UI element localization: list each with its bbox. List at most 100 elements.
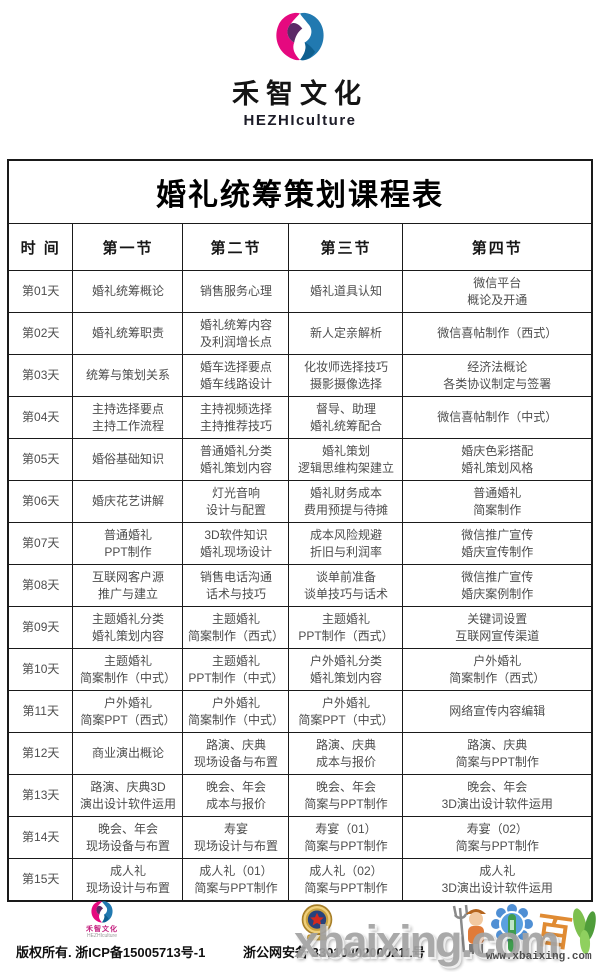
- col-header-time: 时 间: [7, 223, 74, 271]
- course-cell: 寿宴（02） 简案与PPT制作: [402, 816, 593, 859]
- course-cell: 路演、庆典 现场设备与布置: [182, 732, 290, 775]
- course-cell: 户外婚礼 简案制作（西式）: [402, 648, 593, 691]
- day-cell: 第06天: [7, 480, 74, 523]
- course-cell: 婚车选择要点 婚车线路设计: [182, 354, 290, 397]
- farmer-mascot-icon: [466, 909, 486, 954]
- course-table-body: 第01天 婚礼统筹概论 销售服务心理 婚礼道具认知 微信平台 概论及开通 第02天 婚礼统筹…: [7, 270, 593, 902]
- footer-brand-name: 禾智文化: [86, 926, 118, 933]
- course-cell: 户外婚礼 简案PPT（西式）: [72, 690, 184, 733]
- course-cell: 商业演出概论: [72, 732, 184, 775]
- day-cell: 第10天: [7, 648, 74, 691]
- police-badge-icon: [301, 904, 333, 941]
- course-cell: 主题婚礼 PPT制作（西式）: [288, 606, 404, 649]
- table-row: 第01天 婚礼统筹概论 销售服务心理 婚礼道具认知 微信平台 概论及开通: [7, 270, 593, 313]
- course-cell: 晚会、年会 现场设备与布置: [72, 816, 184, 859]
- table-row: 第02天 婚礼统筹职责 婚礼统筹内容 及利润增长点 新人定亲解析 微信喜帖制作（西式）: [7, 312, 593, 355]
- course-cell: 主题婚礼分类 婚礼策划内容: [72, 606, 184, 649]
- course-cell: 户外婚礼 简案制作（中式）: [182, 690, 290, 733]
- course-cell: 销售服务心理: [182, 270, 290, 313]
- course-cell: 成本风险规避 折旧与利润率: [288, 522, 404, 565]
- course-cell: 主持视频选择 主持推荐技巧: [182, 396, 290, 439]
- course-cell: 主题婚礼 简案制作（西式）: [182, 606, 290, 649]
- xbaixing-url-text: www.xbaixing.com: [486, 951, 592, 963]
- col-header-session-2: 第二节: [182, 223, 290, 271]
- table-row: 第09天 主题婚礼分类 婚礼策划内容 主题婚礼 简案制作（西式） 主题婚礼 PPT制作…: [7, 606, 593, 649]
- course-cell: 主题婚礼 PPT制作（中式）: [182, 648, 290, 691]
- course-cell: 关键词设置 互联网宣传渠道: [402, 606, 593, 649]
- day-cell: 第13天: [7, 774, 74, 817]
- day-cell: 第01天: [7, 270, 74, 313]
- course-cell: 户外婚礼 简案PPT（中式）: [288, 690, 404, 733]
- course-cell: 微信推广宣传 婚庆案例制作: [402, 564, 593, 607]
- course-cell: 晚会、年会 简案与PPT制作: [288, 774, 404, 817]
- brand-name: 禾智文化: [232, 79, 368, 109]
- table-row: 第14天 晚会、年会 现场设备与布置 寿宴 现场设计与布置 寿宴（01） 简案与PPT…: [7, 816, 593, 859]
- table-row: 第08天 互联网客户源 推广与建立 销售电话沟通 话术与技巧 谈单前准备 谈单技巧与话…: [7, 564, 593, 607]
- course-cell: 路演、庆典3D 演出设计软件运用: [72, 774, 184, 817]
- bai-glyph: 百: [533, 909, 574, 955]
- day-cell: 第14天: [7, 816, 74, 859]
- footer-brand-swirl-icon: [91, 901, 113, 923]
- course-cell: 婚庆花艺讲解: [72, 480, 184, 523]
- footer-brand-block: 禾智文化 HEZHIculture 版权所有. 浙ICP备15005713号-1: [16, 900, 206, 961]
- course-cell: 普通婚礼 PPT制作: [72, 522, 184, 565]
- brand-swirl-icon: [276, 12, 324, 61]
- table-title: 婚礼统筹策划课程表: [7, 159, 593, 224]
- brand-subtitle: HEZHIculture: [243, 112, 357, 129]
- table-header-row: 时 间 第一节 第二节 第三节 第四节: [7, 223, 593, 271]
- table-row: 第06天 婚庆花艺讲解 灯光音响 设计与配置 婚礼财务成本 费用预提与待摊 普通婚礼 简…: [7, 480, 593, 523]
- day-cell: 第07天: [7, 522, 74, 565]
- course-cell: 化妆师选择技巧 摄影摄像选择: [288, 354, 404, 397]
- table-row: 第04天 主持选择要点 主持工作流程 主持视频选择 主持推荐技巧 督导、助理 婚礼统筹…: [7, 396, 593, 439]
- day-cell: 第02天: [7, 312, 74, 355]
- day-cell: 第11天: [7, 690, 74, 733]
- course-cell: 婚礼财务成本 费用预提与待摊: [288, 480, 404, 523]
- flower-badge-icon: [491, 904, 533, 952]
- day-cell: 第15天: [7, 858, 74, 902]
- table-row: 第05天 婚俗基础知识 普通婚礼分类 婚礼策划内容 婚礼策划 逻辑思维构架建立 婚庆色彩…: [7, 438, 593, 481]
- course-cell: 主持选择要点 主持工作流程: [72, 396, 184, 439]
- baixing-mascots: 百: [452, 904, 596, 955]
- course-cell: 婚俗基础知识: [72, 438, 184, 481]
- course-table: 婚礼统筹策划课程表 时 间 第一节 第二节 第三节 第四节 第01天 婚礼统筹概论…: [6, 159, 593, 902]
- table-row: 第07天 普通婚礼 PPT制作 3D软件知识 婚礼现场设计 成本风险规避 折旧与利润率…: [7, 522, 593, 565]
- course-cell: 经济法概论 各类协议制定与签署: [402, 354, 593, 397]
- course-cell: 微信喜帖制作（西式）: [402, 312, 593, 355]
- leaf-glyph-icon: [573, 908, 596, 954]
- course-cell: 主题婚礼 简案制作（中式）: [72, 648, 184, 691]
- col-header-session-1: 第一节: [72, 223, 184, 271]
- table-row: 第15天 成人礼 现场设计与布置 成人礼（01） 简案与PPT制作 成人礼（02） 简…: [7, 858, 593, 902]
- col-header-session-4: 第四节: [402, 223, 593, 271]
- course-cell: 路演、庆典 成本与报价: [288, 732, 404, 775]
- course-cell: 网络宣传内容编辑: [402, 690, 593, 733]
- course-cell: 谈单前准备 谈单技巧与话术: [288, 564, 404, 607]
- public-security-filing-text: 浙公网安备 33010402000211号: [243, 945, 426, 960]
- table-row: 第12天 商业演出概论 路演、庆典 现场设备与布置 路演、庆典 成本与报价 路演、庆典 …: [7, 732, 593, 775]
- course-cell: 灯光音响 设计与配置: [182, 480, 290, 523]
- course-cell: 婚礼道具认知: [288, 270, 404, 313]
- page-footer: 禾智文化 HEZHIculture 版权所有. 浙ICP备15005713号-1…: [0, 896, 600, 972]
- course-cell: 微信喜帖制作（中式）: [402, 396, 593, 439]
- course-cell: 成人礼（01） 简案与PPT制作: [182, 858, 290, 902]
- table-row: 第03天 统筹与策划关系 婚车选择要点 婚车线路设计 化妆师选择技巧 摄影摄像选择 经济…: [7, 354, 593, 397]
- course-cell: 婚礼统筹内容 及利润增长点: [182, 312, 290, 355]
- course-cell: 成人礼 3D演出设计软件运用: [402, 858, 593, 902]
- course-cell: 婚礼策划 逻辑思维构架建立: [288, 438, 404, 481]
- course-cell: 微信推广宣传 婚庆宣传制作: [402, 522, 593, 565]
- course-cell: 婚礼统筹概论: [72, 270, 184, 313]
- icp-copyright-text: 版权所有. 浙ICP备15005713号-1: [16, 945, 206, 961]
- day-cell: 第09天: [7, 606, 74, 649]
- course-cell: 督导、助理 婚礼统筹配合: [288, 396, 404, 439]
- course-cell: 普通婚礼分类 婚礼策划内容: [182, 438, 290, 481]
- course-cell: 成人礼 现场设计与布置: [72, 858, 184, 902]
- course-cell: 3D软件知识 婚礼现场设计: [182, 522, 290, 565]
- day-cell: 第04天: [7, 396, 74, 439]
- footer-brand-subtitle: HEZHIculture: [86, 932, 117, 939]
- course-cell: 户外婚礼分类 婚礼策划内容: [288, 648, 404, 691]
- col-header-session-3: 第三节: [288, 223, 404, 271]
- table-row: 第13天 路演、庆典3D 演出设计软件运用 晚会、年会 成本与报价 晚会、年会 简案与…: [7, 774, 593, 817]
- course-cell: 新人定亲解析: [288, 312, 404, 355]
- course-cell: 婚礼统筹职责: [72, 312, 184, 355]
- day-cell: 第08天: [7, 564, 74, 607]
